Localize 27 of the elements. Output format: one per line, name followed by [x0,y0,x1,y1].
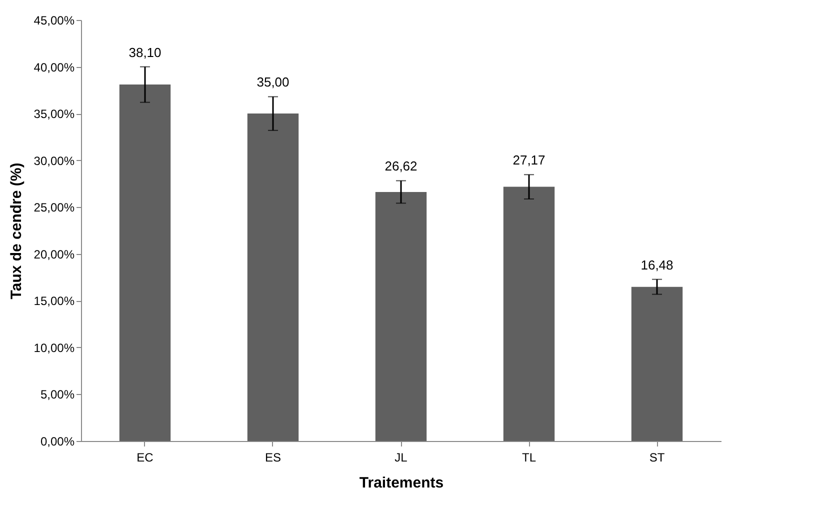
y-tick-label: 15,00% [34,294,75,308]
y-tick-label: 20,00% [34,247,75,262]
y-tick-label: 5,00% [40,388,75,402]
y-tick-label: 45,00% [34,14,75,28]
x-tick-label: JL [394,450,408,464]
y-tick-label: 40,00% [34,60,75,74]
x-axis-title: Traitements [359,474,444,492]
x-tick-label: TL [522,450,536,464]
data-label: 38,10 [128,44,162,60]
x-tick-label: ST [649,450,666,464]
data-label: 27,17 [512,152,546,168]
y-tick-label: 35,00% [34,107,75,122]
x-tick-label: EC [136,450,154,464]
y-tick-label: 25,00% [34,200,75,215]
x-tick-label: ES [264,450,282,464]
y-axis-title: Taux de cendre (%) [8,162,25,300]
y-tick-label: 30,00% [34,154,75,168]
y-tick-label: 0,00% [40,434,75,448]
bar [375,192,427,441]
bar [503,186,555,441]
data-label: 16,48 [640,257,674,272]
data-label: 26,62 [384,158,418,174]
bar [631,286,683,441]
bar [119,84,171,441]
y-tick-label: 10,00% [34,340,75,355]
data-label: 35,00 [256,74,290,90]
bar [247,114,299,441]
